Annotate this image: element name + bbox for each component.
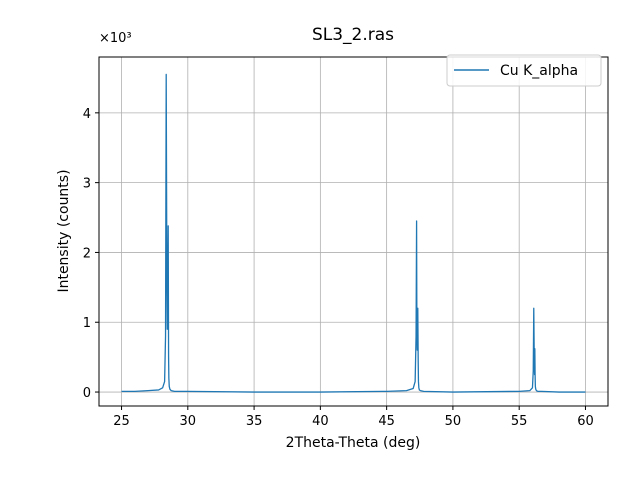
x-tick-label: 50 (445, 414, 462, 429)
y-axis-label: Intensity (counts) (56, 169, 72, 292)
y-tick-label: 0 (83, 386, 91, 401)
legend-label: Cu K_alpha (500, 63, 578, 79)
y-tick-label: 3 (83, 177, 91, 192)
x-tick-label: 35 (246, 414, 263, 429)
legend: Cu K_alpha (446, 54, 602, 87)
chart-title: SL3_2.ras (312, 25, 394, 45)
x-axis-label: 2Theta-Theta (deg) (286, 435, 421, 451)
y-multiplier-label: ×10³ (99, 31, 132, 46)
series-layer (121, 73, 586, 393)
y-tick-label: 1 (83, 316, 91, 331)
plot-frame (98, 56, 609, 407)
x-tick-label: 45 (378, 414, 395, 429)
grid (99, 57, 608, 406)
y-tick-label: 2 (83, 246, 91, 261)
x-tick-label: 55 (511, 414, 528, 429)
x-tick-label: 30 (180, 414, 197, 429)
x-tick-label: 25 (113, 414, 130, 429)
y-tick-label: 4 (83, 107, 91, 122)
x-tick-label: 60 (577, 414, 594, 429)
series-line (121, 73, 586, 393)
axis-ticks: 25 30 35 40 45 50 55 60 0 1 2 3 4 (83, 107, 594, 429)
legend-box (446, 54, 602, 87)
x-tick-label: 40 (312, 414, 329, 429)
